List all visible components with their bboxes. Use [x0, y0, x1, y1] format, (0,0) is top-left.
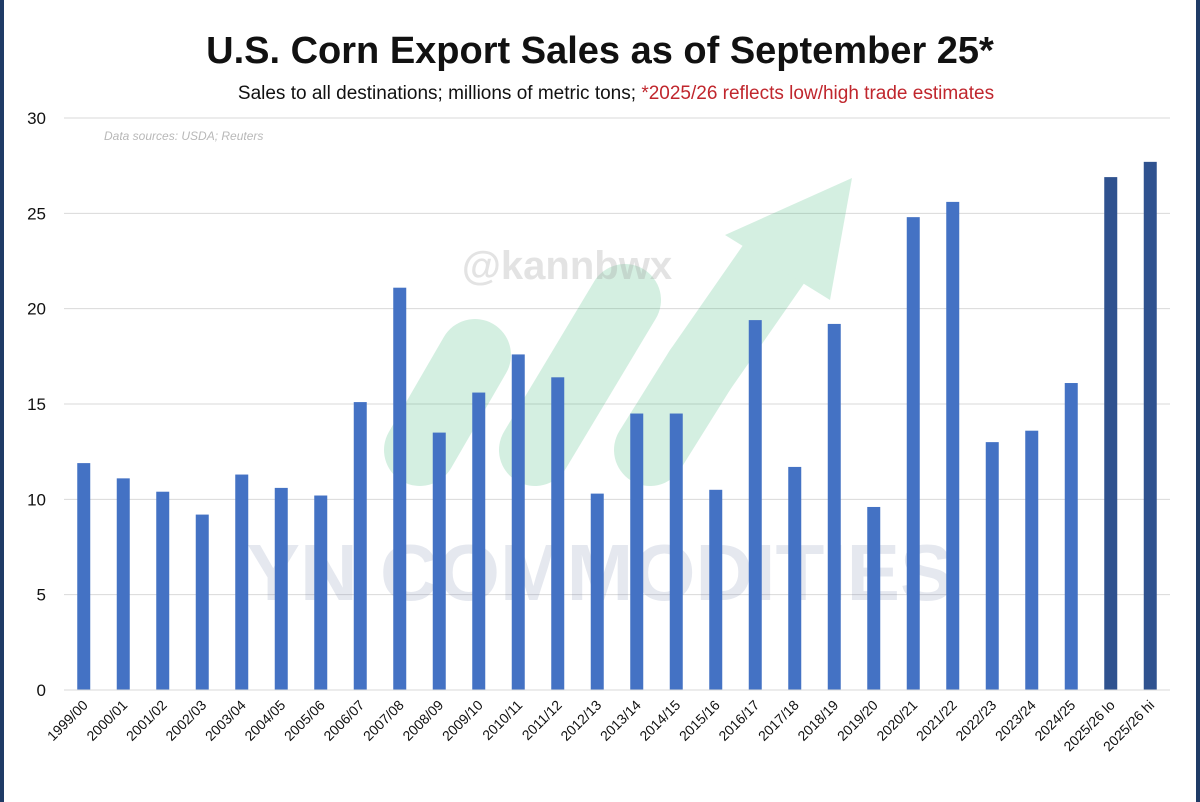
x-tick-label: 2016/17 [715, 697, 762, 744]
bar-2024-25 [1064, 383, 1078, 690]
bar-2001-02 [156, 491, 170, 690]
y-tick-label: 5 [37, 586, 46, 605]
y-tick-label: 15 [27, 395, 46, 414]
data-source-note: Data sources: USDA; Reuters [104, 129, 264, 143]
bar-2009-10 [472, 392, 486, 690]
bar-2000-01 [116, 478, 130, 690]
bar-2012-13 [590, 493, 604, 690]
y-tick-label: 30 [27, 109, 46, 128]
x-tick-label: 2014/15 [636, 697, 683, 744]
bar-2003-04 [235, 474, 249, 690]
x-tick-label: 2022/23 [952, 697, 999, 744]
y-tick-label: 10 [27, 490, 46, 509]
x-tick-label: 2017/18 [755, 697, 802, 744]
x-tick-label: 2019/20 [834, 697, 881, 744]
x-tick-label: 2007/08 [360, 697, 407, 744]
bar-2017-18 [788, 466, 802, 690]
bar-2018-19 [827, 323, 841, 690]
bar-2008-09 [432, 432, 446, 690]
bar-2005-06 [314, 495, 328, 690]
x-tick-label: 2015/16 [676, 697, 723, 744]
x-tick-label: 2013/14 [597, 697, 644, 744]
x-tick-label: 2002/03 [162, 697, 209, 744]
x-axis-tick-labels: 1999/002000/012001/022002/032003/042004/… [44, 697, 1158, 755]
chart-title: U.S. Corn Export Sales as of September 2… [206, 30, 994, 72]
bars [77, 161, 1157, 691]
x-tick-label: 2018/19 [794, 697, 841, 744]
bar-2010-11 [511, 354, 525, 690]
bar-2016-17 [748, 320, 762, 690]
bar-2021-22 [946, 201, 960, 691]
bar-2006-07 [353, 402, 367, 690]
y-tick-label: 25 [27, 204, 46, 223]
bar-2022-23 [985, 442, 999, 690]
x-tick-label: 2010/11 [479, 697, 526, 744]
x-tick-label: 2003/04 [202, 697, 249, 744]
x-tick-label: 2023/24 [992, 697, 1039, 744]
y-tick-label: 20 [27, 300, 46, 319]
bar-2020-21 [906, 217, 920, 690]
bar-2023-24 [1025, 430, 1039, 690]
watermark-handle: @kannbwx [462, 244, 672, 288]
subtitle-main: Sales to all destinations; millions of m… [237, 83, 637, 104]
bar-2002-03 [195, 514, 209, 690]
x-tick-label: 2006/07 [320, 697, 367, 744]
x-tick-label: 2004/05 [241, 697, 288, 744]
x-tick-label: 2009/10 [439, 697, 486, 744]
bar-2007-08 [393, 287, 407, 690]
x-tick-label: 2000/01 [83, 697, 130, 744]
x-tick-label: 2008/09 [399, 697, 446, 744]
x-tick-label: 2011/12 [519, 697, 566, 744]
bar-2025-26-hi [1143, 161, 1157, 690]
bar-2019-20 [867, 506, 881, 690]
watermark-arrow-graphic [384, 178, 852, 486]
y-axis-tick-labels: 0 5 10 15 20 25 30 [27, 109, 46, 700]
x-tick-label: 2020/21 [873, 697, 920, 744]
x-tick-label: 2005/06 [281, 697, 328, 744]
bar-2013-14 [630, 413, 644, 690]
x-tick-label: 2001/02 [123, 697, 170, 744]
x-tick-label: 2012/13 [557, 697, 604, 744]
subtitle-note: *2025/26 reflects low/high trade estimat… [641, 83, 995, 104]
bar-2015-16 [709, 489, 723, 690]
bar-2025-26-lo [1104, 177, 1118, 690]
bar-2004-05 [274, 487, 288, 690]
bar-1999-00 [77, 463, 91, 690]
chart-subtitle: Sales to all destinations; millions of m… [0, 83, 1200, 105]
bar-2014-15 [669, 413, 683, 690]
y-tick-label: 0 [37, 681, 46, 700]
bar-2011-12 [551, 377, 565, 690]
x-tick-label: 2021/22 [913, 697, 960, 744]
gridlines [64, 117, 1170, 596]
x-tick-label: 1999/00 [44, 697, 91, 744]
